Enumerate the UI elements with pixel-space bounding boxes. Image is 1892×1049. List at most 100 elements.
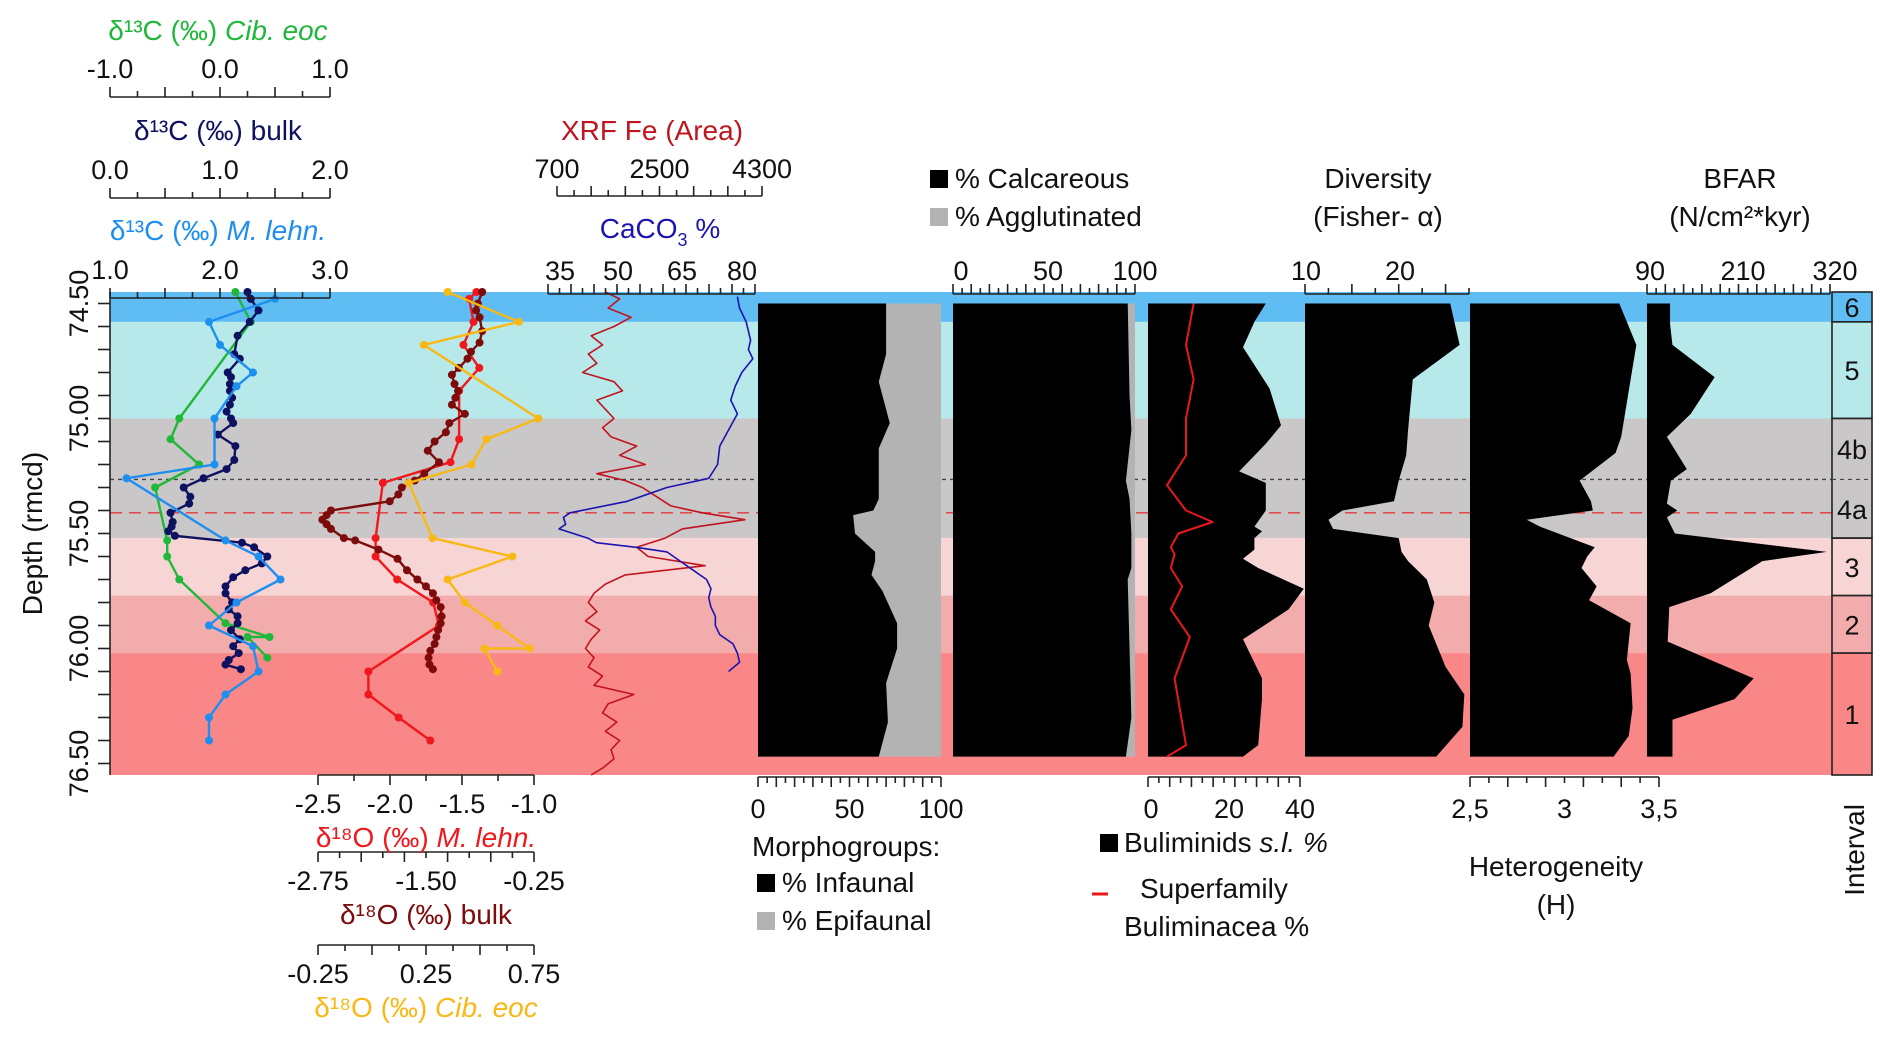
- xrf-fe-line: [581, 291, 746, 776]
- d13c-series-2-point: [254, 667, 263, 676]
- xrf-axis-tick-label: 4300: [732, 154, 792, 184]
- d18o-series-1-point: [351, 536, 360, 545]
- d18o-series-2-point: [428, 534, 437, 543]
- d18o-series-1-point: [420, 469, 429, 478]
- d13c-series-1-point: [227, 626, 235, 635]
- d18o-axis-0-title: δ¹⁸O (‰) M. lehn.: [316, 822, 536, 853]
- d18o-series-1-point: [447, 370, 456, 379]
- d13c-series-0-point: [231, 288, 240, 296]
- d18o-series-1-point: [451, 393, 460, 402]
- d18o-axis-0-tick-label: -2.0: [367, 789, 414, 819]
- d13c-series-1-point: [238, 538, 246, 547]
- xrf-axis-tick-label: 700: [534, 154, 579, 184]
- d18o-series-1-point: [423, 446, 432, 455]
- d18o-series-1-point: [434, 458, 443, 467]
- d13c-series-1-point: [229, 642, 238, 651]
- d18o-series-1-point: [428, 589, 437, 598]
- d18o-series-1-point: [402, 566, 411, 575]
- d18o-series-1-point: [432, 596, 441, 605]
- d13c-series-1-point: [246, 294, 255, 303]
- legend-label: % Agglutinated: [955, 201, 1142, 232]
- d13c-series-1-point: [225, 400, 234, 409]
- d18o-axis-0-tick-label: -1.0: [511, 789, 558, 819]
- axis-labels: 74.50 75.00 75.50 76.00 76.50 Depth (rmcd) -1.…: [17, 15, 1858, 1023]
- d18o-series-1-point: [475, 338, 484, 347]
- axes: [98, 87, 1831, 955]
- d13c-series-1-point: [225, 380, 234, 388]
- d13c-series-1-point: [254, 306, 263, 315]
- d18o-series-1-point: [453, 386, 462, 395]
- d18o-series-2-point: [493, 621, 502, 630]
- legend-label-main: Buliminids: [1124, 827, 1259, 858]
- interval-cell-4-outline: [1831, 417, 1873, 539]
- d18o-axis-1-tick-label: -2.75: [287, 866, 349, 896]
- d13c-series-1-point: [164, 527, 173, 536]
- d13c-series-2-point: [221, 690, 230, 699]
- d13c-series-2-point: [205, 621, 213, 630]
- calc-axis-tick-label: 50: [1033, 256, 1063, 286]
- d18o-series-1-point: [374, 545, 383, 554]
- xrf-axis-title: XRF Fe (Area): [561, 115, 743, 146]
- d18o-series-1-point: [436, 603, 445, 612]
- d18o-series-1-point: [394, 490, 403, 499]
- d13c-series-2-point: [271, 294, 279, 303]
- d13c-series-1-point: [222, 407, 231, 416]
- d18o-series-1-point: [385, 497, 394, 506]
- d18o-axis-1-title-main: δ¹⁸O (‰) bulk: [340, 899, 513, 930]
- heterogeneity-title: Heterogeneity: [1469, 851, 1643, 882]
- caco3-axis-tick-label: 80: [727, 256, 757, 286]
- d13c-series-1-point: [233, 619, 242, 628]
- d13c-axis-1-tick-label: 2.0: [311, 155, 349, 185]
- interval-column: 6 5 4b 4a 3 2 1 Interval: [1831, 291, 1873, 896]
- d18o-series-1-point: [478, 288, 487, 296]
- d13c-axis-0-title-main: δ¹³C (‰): [108, 15, 225, 46]
- d13c-series-2-point: [254, 552, 263, 561]
- legend-swatch-1: [930, 208, 948, 226]
- heterogeneity-area: [1470, 303, 1637, 757]
- depth-tick-label: 75.50: [64, 500, 94, 568]
- interval-label: 4a: [1837, 495, 1868, 525]
- legend-label-buliminids: Buliminids s.l. %: [1124, 827, 1328, 858]
- d13c-series-1-point: [186, 492, 195, 501]
- d18o-series-0-point: [378, 478, 387, 487]
- d13c-axis-0-tick-label: -1.0: [87, 54, 134, 84]
- d18o-series-2-point: [508, 552, 517, 561]
- d18o-series-2-point: [482, 435, 491, 444]
- d13c-series-1-point: [263, 552, 272, 561]
- d13c-axis-0-title-italic: Cib. eoc: [225, 15, 328, 46]
- d13c-series-0-point: [151, 483, 160, 492]
- d13c-axis-2-title: δ¹³C (‰) M. lehn.: [110, 215, 326, 246]
- legend-label: % Calcareous: [955, 163, 1129, 194]
- d18o-series-2-point: [534, 414, 543, 423]
- d18o-series-1-point: [437, 612, 446, 621]
- d18o-series-2-point: [443, 288, 452, 296]
- morphogroups-title: Morphogroups:: [752, 831, 940, 862]
- d13c-series-1-point: [250, 543, 259, 552]
- d18o-axis-2-tick-label: 0.25: [400, 959, 453, 989]
- d13c-axis-2-tick-label: 2.0: [201, 255, 239, 285]
- d18o-series-1-point: [424, 653, 433, 662]
- caco3-axis-title: CaCO3 %: [600, 213, 721, 250]
- diversity-subtitle: (Fisher- α): [1313, 201, 1443, 232]
- d18o-series-1-point: [430, 437, 439, 446]
- d18o-series-2-point: [443, 575, 452, 584]
- d13c-series-2-point: [216, 340, 224, 349]
- interval-cell-4a: [1832, 479, 1872, 539]
- caco3-axis-title-suffix: %: [688, 213, 721, 244]
- d18o-series-1-point: [472, 306, 481, 315]
- d13c-series-2-point: [205, 317, 213, 326]
- interval-cell-4b: [1832, 418, 1872, 480]
- d18o-series-2-point: [493, 667, 502, 676]
- legend-swatch-0: [930, 170, 948, 188]
- calcareous-area: [953, 303, 1132, 757]
- interval-cell-3: [1831, 537, 1873, 597]
- d13c-series-1-point: [229, 573, 238, 582]
- d13c-series-1-point: [221, 582, 230, 591]
- interval-cell-2: [1831, 594, 1873, 654]
- d18o-series-0-point: [364, 690, 373, 699]
- bfar-axis-tick-label: 210: [1720, 256, 1765, 286]
- interval-cell-1: [1831, 652, 1873, 776]
- d13c-series-1-point: [229, 419, 238, 428]
- d18o-series-1-point: [326, 524, 335, 533]
